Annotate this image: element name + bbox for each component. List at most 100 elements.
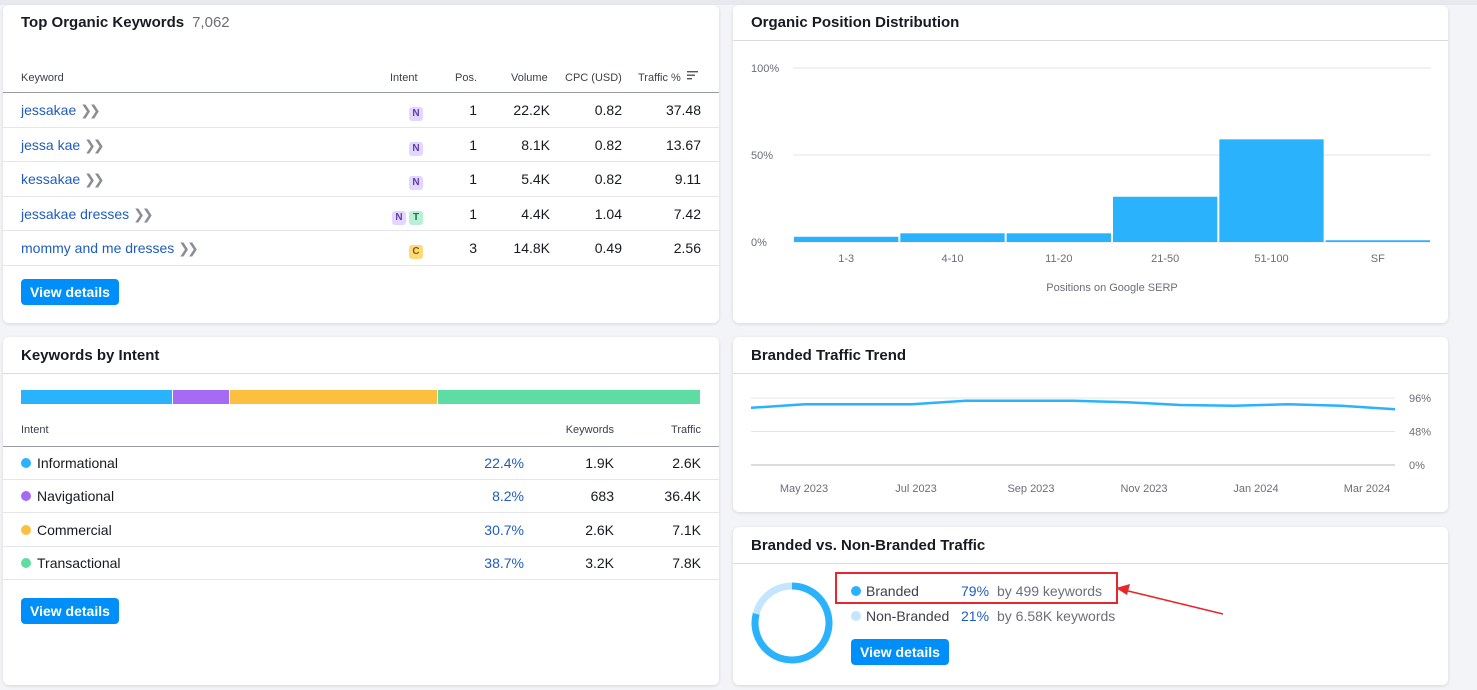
legend-label: Non-Branded [866, 608, 950, 624]
position-distribution-title: Organic Position Distribution [751, 14, 960, 31]
keyword-text[interactable]: jessakae [21, 102, 77, 118]
y-tick-label: 100% [751, 63, 779, 75]
chevron-double-right-icon[interactable]: ❯❯ [84, 171, 105, 188]
intent-percent-link[interactable]: 30.7% [484, 521, 524, 538]
legend-percent-link[interactable]: 79% [961, 583, 990, 599]
table-row: jessa kae ❯❯ N 1 8.1K 0.82 13.67 [3, 128, 719, 163]
table-row: Navigational 8.2% 683 36.4K [3, 480, 719, 514]
highlight-rectangle [835, 572, 1118, 604]
position-value: 1 [469, 205, 477, 222]
organic-position-distribution-card: Organic Position Distribution 0% 50% 100% 1… [733, 5, 1448, 323]
col-volume[interactable]: Volume [511, 72, 548, 84]
position-value: 1 [469, 136, 477, 153]
intent-badge: C [409, 245, 423, 260]
branded-traffic-trend-card: Branded Traffic Trend 0% 48% 96% May 2023 Ju… [733, 337, 1448, 512]
bar [794, 236, 899, 242]
view-details-button[interactable]: View details [21, 598, 119, 624]
intent-label: Navigational [37, 488, 115, 505]
bar [1006, 233, 1111, 242]
chevron-double-right-icon[interactable]: ❯❯ [84, 136, 105, 153]
cpc-value: 1.04 [594, 205, 622, 222]
table-row: mommy and me dresses ❯❯ C 3 14.8K 0.49 2.56 [3, 231, 719, 266]
y-tick-label: 48% [1409, 427, 1431, 439]
traffic-value: 2.56 [673, 240, 701, 257]
intent-distribution-bar [21, 390, 700, 404]
intent-percent-link[interactable]: 38.7% [484, 554, 524, 571]
col-pos[interactable]: Pos. [455, 72, 478, 84]
chevron-double-right-icon[interactable]: ❯❯ [133, 205, 154, 222]
table-row: jessakae ❯❯ N 1 22.2K 0.82 37.48 [3, 93, 719, 128]
table-row: Transactional 38.7% 3.2K 7.8K [3, 547, 719, 580]
title-divider [3, 373, 719, 374]
col-cpc[interactable]: CPC (USD) [565, 72, 622, 84]
x-tick-label: 21-50 [1151, 253, 1179, 265]
x-tick-label: 1-3 [838, 253, 854, 265]
col-keyword[interactable]: Keyword [21, 72, 64, 84]
table-row: jessakae dresses ❯❯ N T 1 4.4K 1.04 7.42 [3, 197, 719, 232]
legend-dot-icon [851, 611, 861, 621]
chevron-double-right-icon[interactable]: ❯❯ [80, 102, 101, 118]
position-distribution-chart: 0% 50% 100% 1-3 4-10 11-20 21-50 51-100 SF Positi… [751, 63, 1431, 294]
keyword-link[interactable]: jessa kae ❯❯ [21, 136, 105, 154]
x-tick-label: Jul 2023 [895, 483, 937, 495]
intent-percent-link[interactable]: 8.2% [492, 488, 524, 505]
keyword-text[interactable]: jessa kae [21, 136, 81, 153]
intent-dot-icon [21, 557, 31, 568]
keyword-text[interactable]: kessakae [21, 171, 81, 188]
chevron-double-right-icon[interactable]: ❯❯ [178, 240, 199, 257]
keyword-text[interactable]: mommy and me dresses [21, 240, 175, 257]
col-intent[interactable]: Intent [21, 424, 49, 436]
intent-keywords-value: 2.6K [585, 521, 614, 538]
x-tick-label: Nov 2023 [1120, 483, 1167, 495]
intent-label: Transactional [37, 554, 121, 571]
col-intent[interactable]: Intent [390, 72, 418, 84]
keyword-link[interactable]: mommy and me dresses ❯❯ [21, 240, 199, 257]
col-keywords[interactable]: Keywords [565, 424, 614, 436]
donut-slice [751, 582, 833, 664]
traffic-value: 7.42 [673, 205, 701, 222]
top-keywords-title: Top Organic Keywords [21, 14, 185, 31]
keyword-link[interactable]: jessakae dresses ❯❯ [21, 205, 154, 223]
view-details-button[interactable]: View details [21, 279, 119, 305]
intent-badge: N [409, 141, 423, 156]
traffic-value: 9.11 [674, 171, 701, 188]
intent-dot-icon [21, 524, 31, 535]
intent-badge: T [409, 210, 423, 225]
keyword-text[interactable]: jessakae dresses [21, 205, 130, 222]
keywords-table-header: Keyword Intent Pos. Volume CPC (USD) Tra… [3, 61, 719, 93]
view-details-button[interactable]: View details [851, 639, 949, 665]
intent-dot-icon [21, 491, 31, 502]
table-row: Commercial 30.7% 2.6K 7.1K [3, 514, 719, 547]
cpc-value: 0.82 [594, 136, 622, 153]
cpc-value: 0.82 [594, 102, 622, 118]
intent-segment [229, 390, 438, 404]
y-tick-label: 0% [751, 237, 767, 249]
cpc-value: 0.82 [594, 171, 622, 188]
keyword-count: 7,062 [192, 14, 230, 31]
table-row: kessakae ❯❯ N 1 5.4K 0.82 9.11 [3, 162, 719, 197]
legend-label: Branded [866, 583, 919, 599]
position-value: 1 [469, 171, 477, 188]
legend-item: Branded 79% by 499 keywords [851, 583, 1151, 601]
intent-traffic-value: 36.4K [664, 488, 701, 505]
intent-segment [21, 390, 173, 404]
col-traffic[interactable]: Traffic [671, 424, 701, 436]
intent-badge: N [409, 176, 423, 191]
sort-icon[interactable] [687, 69, 699, 84]
intent-keywords-value: 683 [590, 488, 614, 505]
intent-traffic-value: 7.1K [672, 521, 701, 538]
legend-dot-icon [851, 586, 861, 596]
bar [1219, 139, 1324, 242]
intent-keywords-value: 3.2K [585, 554, 614, 571]
intent-percent-link[interactable]: 22.4% [484, 455, 524, 471]
position-value: 1 [469, 102, 477, 118]
x-tick-label: 51-100 [1254, 253, 1288, 265]
position-value: 3 [469, 240, 477, 257]
keyword-link[interactable]: kessakae ❯❯ [21, 171, 105, 188]
legend-percent-link[interactable]: 21% [961, 608, 990, 624]
intent-traffic-value: 2.6K [672, 455, 701, 471]
col-traffic[interactable]: Traffic % [638, 72, 681, 84]
keyword-link[interactable]: jessakae ❯❯ [21, 102, 101, 119]
volume-value: 14.8K [513, 240, 550, 257]
x-tick-label: Sep 2023 [1007, 483, 1054, 495]
